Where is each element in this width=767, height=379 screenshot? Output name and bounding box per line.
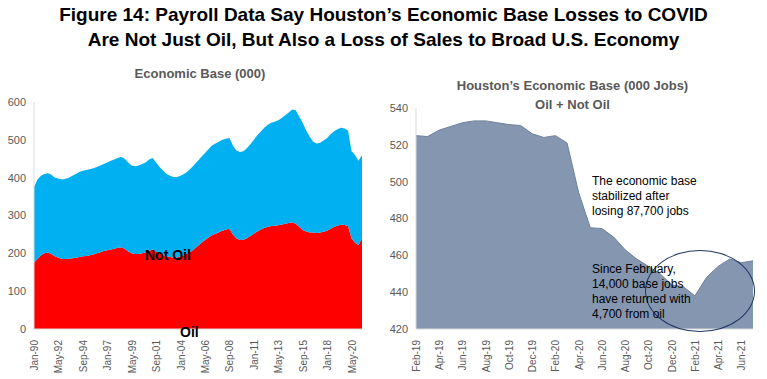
- svg-text:Jun-21: Jun-21: [736, 340, 747, 371]
- html-text:Oil: Oil: [180, 324, 199, 340]
- svg-text:420: 420: [390, 323, 408, 335]
- html-text:stabilized after: stabilized after: [592, 189, 670, 203]
- html-text:Houston’s Economic Base (000 J: Houston’s Economic Base (000 Jobs): [456, 78, 689, 93]
- html-text:Figure 14: Payroll Data Say Ho: Figure 14: Payroll Data Say Houston’s Ec…: [59, 4, 708, 25]
- html-text:Not Oil: Not Oil: [145, 247, 191, 263]
- svg-text:600: 600: [8, 96, 26, 108]
- svg-text:520: 520: [390, 139, 408, 151]
- svg-text:Apr-19: Apr-19: [434, 340, 445, 370]
- svg-text:460: 460: [390, 249, 408, 261]
- html-text:have returned with: have returned with: [592, 292, 691, 306]
- svg-text:Apr-21: Apr-21: [713, 340, 724, 370]
- svg-text:Aug-20: Aug-20: [620, 340, 631, 373]
- svg-text:Jan-97: Jan-97: [102, 340, 113, 371]
- svg-text:540: 540: [390, 102, 408, 114]
- html-text:losing 87,700 jobs: losing 87,700 jobs: [592, 204, 689, 218]
- svg-text:May-99: May-99: [127, 340, 138, 374]
- html-text:Are Not Just Oil, But Also a L: Are Not Just Oil, But Also a Loss of Sal…: [87, 29, 680, 50]
- svg-text:Jun-20: Jun-20: [597, 340, 608, 371]
- svg-text:300: 300: [8, 209, 26, 221]
- svg-text:Sep-15: Sep-15: [298, 340, 309, 373]
- svg-text:Feb-20: Feb-20: [550, 340, 561, 372]
- svg-text:Jan-04: Jan-04: [176, 340, 187, 371]
- svg-text:400: 400: [8, 172, 26, 184]
- svg-text:0: 0: [20, 323, 26, 335]
- html-text:4,700 from oil: 4,700 from oil: [592, 307, 665, 321]
- svg-text:Aug-19: Aug-19: [481, 340, 492, 373]
- svg-text:500: 500: [8, 134, 26, 146]
- svg-text:Oct-19: Oct-19: [504, 340, 515, 370]
- svg-text:Jun-19: Jun-19: [457, 340, 468, 371]
- svg-text:May-06: May-06: [200, 340, 211, 374]
- svg-text:200: 200: [8, 247, 26, 259]
- svg-text:100: 100: [8, 285, 26, 297]
- html-text:Since February,: Since February,: [592, 262, 676, 276]
- svg-text:May-92: May-92: [53, 340, 64, 374]
- svg-text:Sep-01: Sep-01: [151, 340, 162, 373]
- svg-text:Dec-19: Dec-19: [527, 340, 538, 373]
- svg-text:480: 480: [390, 212, 408, 224]
- svg-text:Dec-20: Dec-20: [667, 340, 678, 373]
- html-text:14,000 base jobs: 14,000 base jobs: [592, 277, 684, 291]
- svg-text:500: 500: [390, 176, 408, 188]
- html-text:Oil + Not Oil: Oil + Not Oil: [535, 97, 610, 112]
- svg-text:Oct-20: Oct-20: [643, 340, 654, 370]
- svg-text:May-13: May-13: [273, 340, 284, 374]
- svg-text:May-20: May-20: [347, 340, 358, 374]
- html-text:Economic Base (000): Economic Base (000): [134, 66, 266, 81]
- svg-text:Sep-08: Sep-08: [224, 340, 235, 373]
- svg-text:Feb-19: Feb-19: [411, 340, 422, 372]
- svg-text:Jan-90: Jan-90: [29, 340, 40, 371]
- svg-text:Jan-18: Jan-18: [322, 340, 333, 371]
- svg-text:Apr-20: Apr-20: [574, 340, 585, 370]
- svg-text:Feb-21: Feb-21: [690, 340, 701, 372]
- svg-text:Jan-11: Jan-11: [249, 340, 260, 370]
- svg-text:Sep-94: Sep-94: [78, 340, 89, 373]
- svg-text:440: 440: [390, 286, 408, 298]
- html-text:The economic base: The economic base: [592, 174, 697, 188]
